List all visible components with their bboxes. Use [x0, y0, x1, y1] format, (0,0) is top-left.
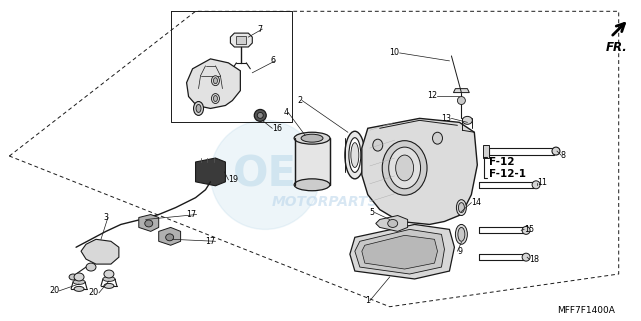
Ellipse shape [294, 179, 330, 191]
Polygon shape [237, 36, 246, 44]
Text: 6: 6 [271, 56, 275, 65]
Ellipse shape [294, 132, 330, 144]
Text: 20: 20 [49, 286, 59, 295]
Ellipse shape [458, 97, 465, 105]
Text: MOTORPARTS: MOTORPARTS [272, 195, 378, 209]
Text: 20: 20 [89, 288, 99, 297]
Text: MFF7F1400A: MFF7F1400A [557, 306, 615, 315]
Text: 10: 10 [390, 48, 399, 57]
Ellipse shape [532, 181, 540, 189]
Text: 16: 16 [272, 124, 282, 133]
Circle shape [210, 120, 320, 230]
Ellipse shape [196, 105, 201, 112]
Ellipse shape [194, 101, 203, 115]
Text: 17: 17 [205, 237, 215, 246]
Ellipse shape [74, 273, 84, 281]
Polygon shape [453, 89, 469, 92]
Polygon shape [350, 224, 454, 279]
Text: 7: 7 [257, 25, 262, 34]
Text: 9: 9 [458, 247, 463, 256]
Text: FR.: FR. [606, 41, 628, 54]
Ellipse shape [458, 227, 465, 241]
Ellipse shape [103, 276, 115, 282]
Polygon shape [483, 145, 489, 158]
Ellipse shape [349, 138, 361, 172]
Ellipse shape [522, 253, 530, 261]
Text: 3: 3 [103, 213, 108, 222]
Ellipse shape [458, 203, 464, 213]
Polygon shape [139, 214, 159, 231]
Ellipse shape [213, 78, 217, 84]
Ellipse shape [345, 131, 365, 179]
Ellipse shape [351, 143, 359, 168]
Polygon shape [81, 239, 119, 264]
Polygon shape [376, 215, 408, 231]
Text: 12: 12 [428, 91, 438, 100]
Ellipse shape [145, 220, 153, 227]
Ellipse shape [388, 147, 420, 189]
Ellipse shape [257, 112, 263, 118]
Text: 19: 19 [228, 175, 238, 184]
Polygon shape [230, 33, 253, 47]
Text: 15: 15 [524, 225, 534, 234]
Ellipse shape [462, 117, 472, 124]
Ellipse shape [433, 132, 442, 144]
Text: 18: 18 [529, 255, 539, 264]
Ellipse shape [73, 280, 85, 284]
Ellipse shape [301, 134, 323, 142]
Ellipse shape [104, 283, 114, 288]
Text: 13: 13 [442, 114, 451, 123]
Polygon shape [362, 118, 478, 224]
Text: 8: 8 [561, 151, 566, 160]
Polygon shape [196, 158, 226, 186]
Ellipse shape [373, 139, 383, 151]
Ellipse shape [104, 270, 114, 278]
Polygon shape [355, 230, 444, 274]
Text: 5: 5 [370, 208, 375, 217]
Text: 11: 11 [537, 178, 547, 187]
Text: OE: OE [233, 154, 297, 196]
Ellipse shape [455, 224, 467, 244]
Ellipse shape [254, 109, 266, 121]
Ellipse shape [388, 220, 397, 227]
Polygon shape [159, 227, 181, 245]
Ellipse shape [86, 263, 96, 271]
Text: 14: 14 [471, 198, 481, 207]
Polygon shape [295, 138, 330, 185]
Ellipse shape [165, 234, 174, 241]
Ellipse shape [395, 155, 413, 181]
Ellipse shape [382, 141, 427, 195]
Text: F-12: F-12 [489, 157, 515, 167]
Ellipse shape [522, 226, 530, 234]
Ellipse shape [74, 286, 84, 291]
Text: 1: 1 [365, 296, 370, 305]
Ellipse shape [552, 147, 560, 155]
Text: 2: 2 [297, 96, 302, 105]
Text: F-12-1: F-12-1 [489, 169, 526, 179]
Text: 17: 17 [187, 210, 197, 219]
Ellipse shape [69, 274, 77, 280]
Ellipse shape [213, 96, 217, 101]
Ellipse shape [212, 76, 219, 86]
Polygon shape [362, 235, 438, 269]
Ellipse shape [212, 94, 219, 103]
Polygon shape [187, 59, 240, 108]
Text: 4: 4 [283, 108, 288, 117]
Ellipse shape [456, 200, 467, 215]
